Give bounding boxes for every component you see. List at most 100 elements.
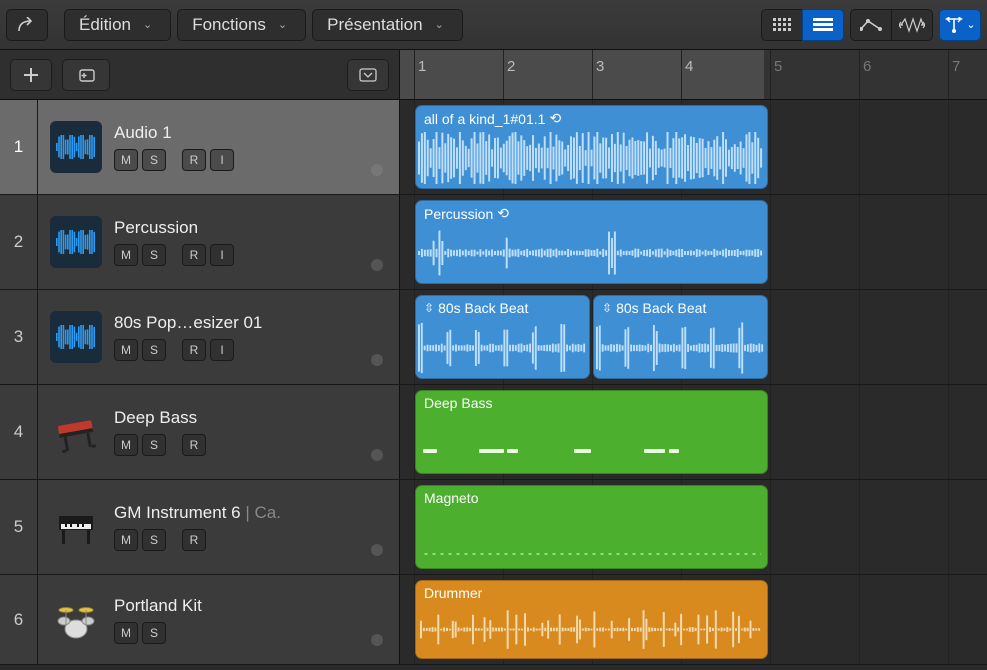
track-enable-indicator[interactable] (371, 164, 383, 176)
track-header[interactable]: GM Instrument 6 | Ca. MSR (38, 480, 400, 574)
menu-presentation[interactable]: Présentation ⌄ (312, 9, 463, 41)
duplicate-track-button[interactable] (62, 59, 110, 91)
track-number[interactable]: 6 (0, 575, 38, 664)
track-lane[interactable]: ⇳80s Back Beat⇳80s Back Beat (400, 290, 987, 384)
solo-button[interactable]: S (142, 244, 166, 266)
track-enable-indicator[interactable] (371, 449, 383, 461)
region-label: all of a kind_1#01.1⟲ (424, 110, 561, 127)
solo-button[interactable]: S (142, 622, 166, 644)
mute-button[interactable]: M (114, 244, 138, 266)
record-enable-button[interactable]: R (182, 434, 206, 456)
audio-track-icon (50, 121, 102, 173)
waveform (418, 132, 765, 184)
track-enable-indicator[interactable] (371, 634, 383, 646)
track-lane[interactable]: Percussion⟲ (400, 195, 987, 289)
track-header[interactable]: 80s Pop…esizer 01 MSRI (38, 290, 400, 384)
mute-button[interactable]: M (114, 529, 138, 551)
keyboard-track-icon (50, 406, 102, 458)
menu-fonctions[interactable]: Fonctions ⌄ (177, 9, 306, 41)
track-number[interactable]: 2 (0, 195, 38, 289)
input-monitor-button[interactable]: I (210, 149, 234, 171)
dropdown-panel-icon (359, 68, 377, 82)
region[interactable]: all of a kind_1#01.1⟲ (415, 105, 768, 189)
solo-button[interactable]: S (142, 434, 166, 456)
track-lane[interactable]: Drummer (400, 575, 987, 664)
mute-button[interactable]: M (114, 622, 138, 644)
solo-button[interactable]: S (142, 149, 166, 171)
track-enable-indicator[interactable] (371, 544, 383, 556)
track-number[interactable]: 1 (0, 100, 38, 194)
toolbar: Édition ⌄ Fonctions ⌄ Présentation ⌄ (0, 0, 987, 50)
drums-track-icon (50, 594, 102, 646)
track-options-button[interactable] (347, 59, 389, 91)
waveform (596, 322, 765, 374)
track-number[interactable]: 4 (0, 385, 38, 479)
mute-button[interactable]: M (114, 434, 138, 456)
pitch-updown-icon: ⇳ (424, 301, 434, 315)
region[interactable]: Percussion⟲ (415, 200, 768, 284)
track-row[interactable]: 1 Audio 1 MSRI all of a kind_1#01.1⟲ (0, 100, 987, 195)
add-track-button[interactable] (10, 59, 52, 91)
track-buttons: MSRI (114, 339, 387, 361)
track-header[interactable]: Portland Kit MS (38, 575, 400, 664)
filter-button[interactable]: ⌄ (939, 9, 981, 41)
list-view-button[interactable] (802, 9, 844, 41)
cycle-range[interactable] (400, 50, 764, 99)
record-enable-button[interactable]: R (182, 339, 206, 361)
pitch-updown-icon: ⇳ (602, 301, 612, 315)
midi-note (574, 449, 592, 453)
menu-edition[interactable]: Édition ⌄ (64, 9, 171, 41)
region[interactable]: ⇳80s Back Beat (593, 295, 768, 379)
input-monitor-button[interactable]: I (210, 339, 234, 361)
mute-button[interactable]: M (114, 149, 138, 171)
track-enable-indicator[interactable] (371, 354, 383, 366)
waveform (420, 607, 763, 652)
track-row[interactable]: 2 Percussion MSRI Percussion⟲ (0, 195, 987, 290)
input-monitor-button[interactable]: I (210, 244, 234, 266)
track-name: Audio 1 (114, 123, 334, 143)
timeline-ruler[interactable]: 1234567 (400, 50, 987, 100)
solo-button[interactable]: S (142, 529, 166, 551)
back-curve-button[interactable] (6, 9, 48, 41)
menu-edition-label: Édition (79, 15, 131, 35)
flex-button[interactable] (891, 9, 933, 41)
track-name: Percussion (114, 218, 334, 238)
midi-note (423, 449, 437, 453)
chevron-down-icon: ⌄ (278, 18, 287, 31)
track-row[interactable]: 6 Portland Kit MS Drummer (0, 575, 987, 665)
track-lane[interactable]: Magneto (400, 480, 987, 574)
record-enable-button[interactable]: R (182, 149, 206, 171)
track-lane[interactable]: all of a kind_1#01.1⟲ (400, 100, 987, 194)
solo-button[interactable]: S (142, 339, 166, 361)
track-number[interactable]: 5 (0, 480, 38, 574)
tool-group (850, 9, 933, 41)
ruler-bar-number: 1 (418, 58, 426, 75)
region[interactable]: Drummer (415, 580, 768, 659)
track-name: Portland Kit (114, 596, 334, 616)
track-name: 80s Pop…esizer 01 (114, 313, 334, 333)
track-row[interactable]: 5 GM Instrument 6 | Ca. MSR Magneto (0, 480, 987, 575)
track-row[interactable]: 3 80s Pop…esizer 01 MSRI ⇳80s Back Beat⇳… (0, 290, 987, 385)
grid-view-icon (773, 18, 791, 32)
ruler-bar-number: 3 (596, 58, 604, 75)
grid-view-button[interactable] (761, 9, 803, 41)
track-buttons: MSR (114, 434, 387, 456)
ruler-bar-number: 5 (774, 58, 782, 75)
region[interactable]: Deep Bass (415, 390, 768, 474)
track-enable-indicator[interactable] (371, 259, 383, 271)
track-header[interactable]: Audio 1 MSRI (38, 100, 400, 194)
record-enable-button[interactable]: R (182, 529, 206, 551)
track-lane[interactable]: Deep Bass (400, 385, 987, 479)
ruler-bar-number: 6 (863, 58, 871, 75)
record-enable-button[interactable]: R (182, 244, 206, 266)
automation-button[interactable] (850, 9, 892, 41)
region[interactable]: ⇳80s Back Beat (415, 295, 590, 379)
mute-button[interactable]: M (114, 339, 138, 361)
track-header[interactable]: Deep Bass MSR (38, 385, 400, 479)
midi-note (507, 449, 518, 453)
midi-note (669, 449, 680, 453)
track-row[interactable]: 4 Deep Bass MSR Deep Bass (0, 385, 987, 480)
track-header[interactable]: Percussion MSRI (38, 195, 400, 289)
track-number[interactable]: 3 (0, 290, 38, 384)
region[interactable]: Magneto (415, 485, 768, 569)
